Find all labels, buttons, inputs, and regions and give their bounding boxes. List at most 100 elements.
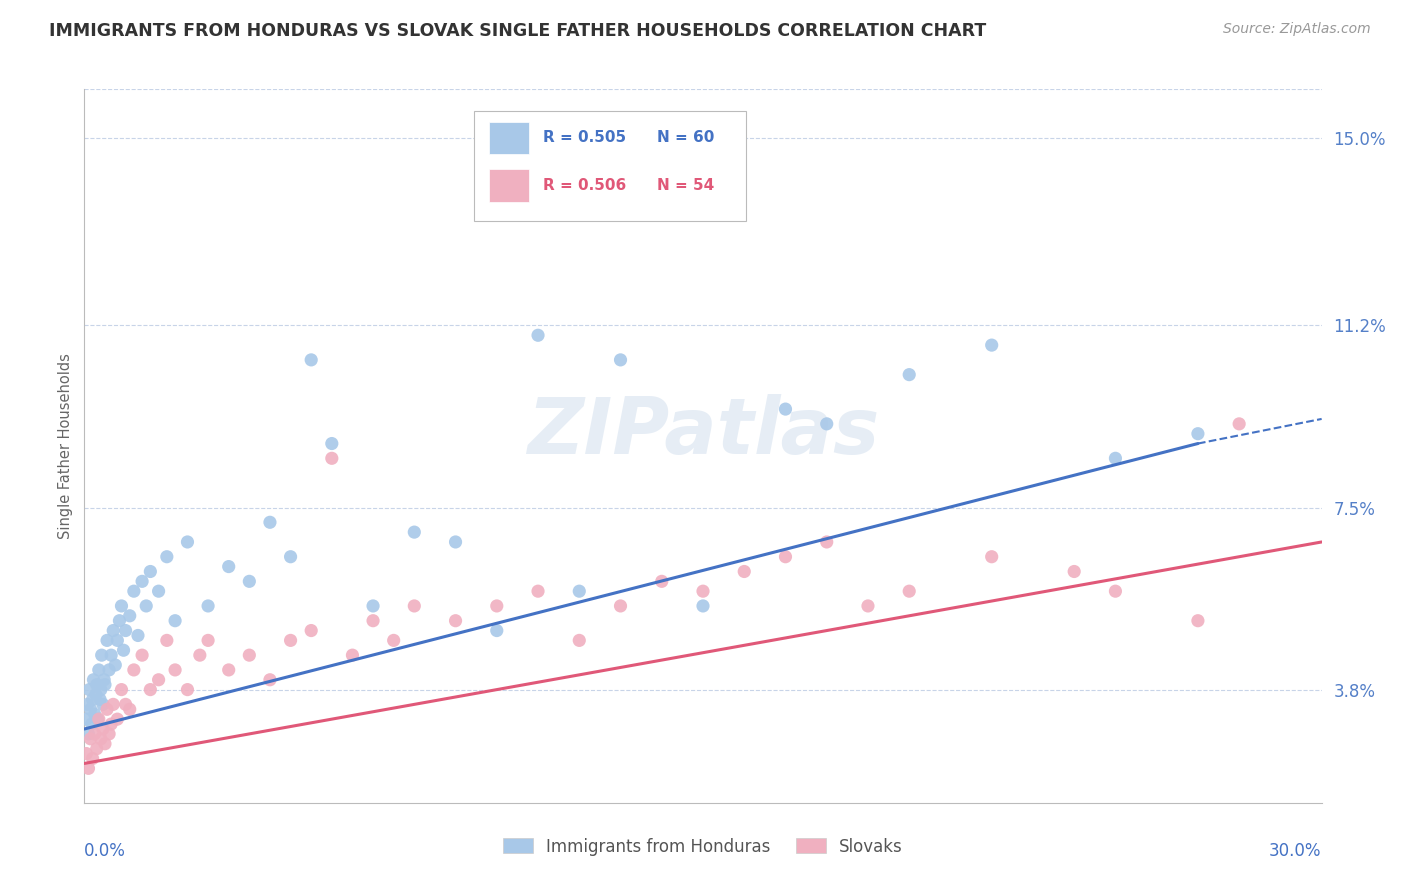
Point bbox=[527, 584, 550, 599]
Point bbox=[609, 599, 631, 613]
Point bbox=[485, 624, 508, 638]
Point bbox=[90, 731, 112, 746]
Point bbox=[96, 702, 118, 716]
Point bbox=[218, 559, 240, 574]
Point bbox=[361, 614, 384, 628]
Point bbox=[100, 648, 122, 662]
Point bbox=[122, 584, 145, 599]
Point bbox=[110, 599, 132, 613]
Point bbox=[176, 682, 198, 697]
Point bbox=[321, 436, 343, 450]
Point bbox=[733, 565, 755, 579]
Point bbox=[444, 535, 467, 549]
Point bbox=[104, 658, 127, 673]
Point bbox=[127, 628, 149, 642]
Point bbox=[108, 614, 131, 628]
Point bbox=[105, 712, 128, 726]
Point bbox=[321, 451, 343, 466]
Text: N = 60: N = 60 bbox=[657, 130, 714, 145]
Point bbox=[114, 624, 136, 638]
Point bbox=[259, 673, 281, 687]
Point bbox=[485, 599, 508, 613]
Point bbox=[299, 624, 322, 638]
Text: N = 54: N = 54 bbox=[657, 178, 714, 193]
Point bbox=[775, 402, 797, 417]
Point bbox=[238, 574, 260, 589]
Point bbox=[94, 678, 117, 692]
Point bbox=[79, 702, 101, 716]
Point bbox=[75, 712, 97, 726]
Point bbox=[103, 624, 125, 638]
Y-axis label: Single Father Households: Single Father Households bbox=[58, 353, 73, 539]
Point bbox=[1104, 451, 1126, 466]
Point bbox=[110, 682, 132, 697]
Point bbox=[568, 633, 591, 648]
Point bbox=[112, 643, 135, 657]
Point bbox=[83, 727, 105, 741]
Point bbox=[139, 682, 162, 697]
Point bbox=[89, 692, 111, 706]
Point bbox=[651, 574, 673, 589]
Point bbox=[1104, 584, 1126, 599]
Point bbox=[100, 717, 122, 731]
Point bbox=[165, 614, 187, 628]
Point bbox=[98, 727, 121, 741]
Bar bbox=[489, 169, 529, 202]
Point bbox=[197, 633, 219, 648]
Point bbox=[79, 731, 101, 746]
Point bbox=[165, 663, 187, 677]
Point bbox=[197, 599, 219, 613]
Point bbox=[1063, 565, 1085, 579]
Point bbox=[815, 417, 838, 431]
Text: ZIPatlas: ZIPatlas bbox=[527, 393, 879, 470]
Point bbox=[83, 707, 105, 722]
Point bbox=[122, 663, 145, 677]
Point bbox=[444, 614, 467, 628]
Point bbox=[259, 516, 281, 530]
Point bbox=[238, 648, 260, 662]
Point bbox=[91, 722, 114, 736]
Point bbox=[1187, 614, 1209, 628]
Point bbox=[131, 648, 153, 662]
Point bbox=[815, 535, 838, 549]
Point bbox=[118, 608, 141, 623]
Point bbox=[80, 717, 103, 731]
Point bbox=[342, 648, 364, 662]
Point bbox=[404, 599, 426, 613]
Point bbox=[87, 663, 110, 677]
Point bbox=[280, 549, 302, 564]
Point bbox=[898, 368, 921, 382]
Point bbox=[299, 352, 322, 367]
Point bbox=[135, 599, 157, 613]
Point bbox=[86, 741, 108, 756]
Text: R = 0.506: R = 0.506 bbox=[543, 178, 627, 193]
Text: IMMIGRANTS FROM HONDURAS VS SLOVAK SINGLE FATHER HOUSEHOLDS CORRELATION CHART: IMMIGRANTS FROM HONDURAS VS SLOVAK SINGL… bbox=[49, 22, 987, 40]
Point bbox=[856, 599, 879, 613]
Point bbox=[76, 698, 98, 712]
Point bbox=[96, 633, 118, 648]
Point bbox=[91, 698, 114, 712]
Point bbox=[98, 663, 121, 677]
Point bbox=[148, 584, 170, 599]
Point bbox=[176, 535, 198, 549]
Point bbox=[82, 751, 104, 765]
Point bbox=[568, 584, 591, 599]
Point bbox=[75, 747, 97, 761]
Point bbox=[156, 633, 179, 648]
Text: Source: ZipAtlas.com: Source: ZipAtlas.com bbox=[1223, 22, 1371, 37]
Point bbox=[94, 737, 117, 751]
Point bbox=[775, 549, 797, 564]
Point bbox=[103, 698, 125, 712]
Point bbox=[105, 633, 128, 648]
Point bbox=[87, 712, 110, 726]
Text: R = 0.505: R = 0.505 bbox=[543, 130, 627, 145]
Point bbox=[382, 633, 405, 648]
Point bbox=[118, 702, 141, 716]
Point bbox=[898, 584, 921, 599]
Point bbox=[218, 663, 240, 677]
Point bbox=[77, 727, 100, 741]
Point bbox=[692, 599, 714, 613]
Point bbox=[90, 648, 112, 662]
Point bbox=[280, 633, 302, 648]
Point bbox=[609, 352, 631, 367]
